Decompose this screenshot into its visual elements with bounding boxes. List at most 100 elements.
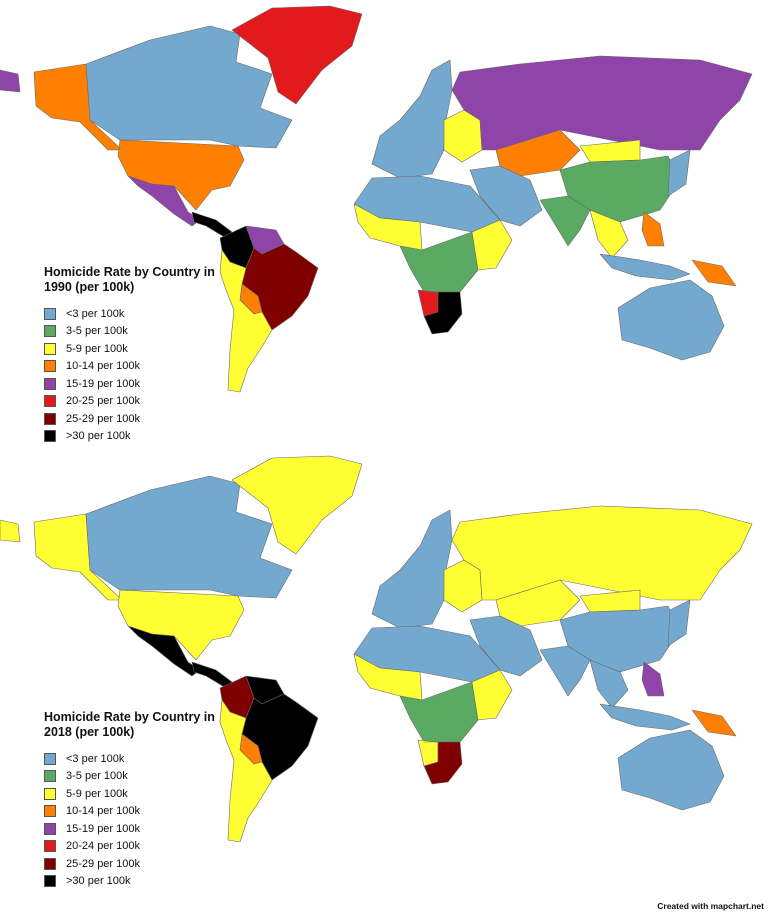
world-map-1990 — [0, 5, 753, 393]
region-australia — [617, 279, 725, 361]
region-southeast-asia — [589, 659, 629, 709]
legend-label: 15-19 per 100k — [66, 822, 140, 835]
legend-title-1990: Homicide Rate by Country in 1990 (per 10… — [44, 265, 215, 294]
region-middle-east — [469, 165, 543, 227]
legend-label: 25-29 per 100k — [66, 857, 140, 870]
legend-label: 3-5 per 100k — [66, 770, 128, 783]
region-southern-africa — [423, 741, 463, 785]
region-southern-africa — [423, 291, 463, 335]
swatch-15-19 — [44, 822, 56, 835]
region-usa — [117, 139, 245, 211]
swatch-3-5 — [44, 325, 56, 338]
region-central-america — [191, 211, 233, 239]
legend-item: 25-29 per 100k — [44, 855, 224, 873]
legend-item: 10-14 per 100k — [44, 803, 224, 821]
legend-label: <3 per 100k — [66, 307, 125, 320]
region-chukotka — [0, 519, 21, 543]
swatch-5-9 — [44, 787, 56, 800]
legend-item: 15-19 per 100k — [44, 375, 224, 393]
region-chukotka — [0, 69, 21, 93]
region-europe — [371, 509, 453, 629]
swatch-15-19 — [44, 377, 56, 390]
legend-item: 10-14 per 100k — [44, 358, 224, 376]
map-1990: Homicide Rate by Country in 1990 (per 10… — [0, 0, 780, 450]
swatch-25-29 — [44, 857, 56, 870]
region-southeast-asia — [589, 209, 629, 259]
region-namibia — [417, 289, 439, 317]
swatch-20-25 — [44, 840, 56, 853]
country-shapes-1990 — [0, 5, 753, 393]
legend-item: 3-5 per 100k — [44, 323, 224, 341]
region-greenland — [231, 5, 363, 105]
legend-label: 25-29 per 100k — [66, 412, 140, 425]
region-png — [691, 259, 737, 287]
legend-label: <3 per 100k — [66, 752, 125, 765]
region-japan — [667, 599, 691, 647]
legend-item: 25-29 per 100k — [44, 410, 224, 428]
legend-label: 10-14 per 100k — [66, 360, 140, 373]
legend-item: 20-24 per 100k — [44, 838, 224, 856]
region-south-america-rest — [219, 249, 273, 393]
region-east-africa — [471, 669, 513, 721]
region-png — [691, 709, 737, 737]
legend-item: 5-9 per 100k — [44, 340, 224, 358]
swatch-10-14 — [44, 360, 56, 373]
legend-item: 5-9 per 100k — [44, 785, 224, 803]
region-mongolia — [579, 589, 641, 613]
region-usa — [117, 589, 245, 661]
swatch-25-29 — [44, 412, 56, 425]
region-mexico — [127, 625, 201, 677]
region-indonesia — [599, 253, 691, 281]
legend-label: >30 per 100k — [66, 875, 131, 888]
region-greenland — [231, 455, 363, 555]
legend-item: >30 per 100k — [44, 873, 224, 891]
legend-label: 5-9 per 100k — [66, 787, 128, 800]
legend-label: 20-25 per 100k — [66, 395, 140, 408]
region-russia — [451, 55, 753, 151]
swatch-10-14 — [44, 805, 56, 818]
legend-label: 20-24 per 100k — [66, 840, 140, 853]
region-canada — [85, 475, 293, 599]
swatch-over-30 — [44, 875, 56, 888]
region-australia — [617, 729, 725, 811]
region-indonesia — [599, 703, 691, 731]
swatch-under-3 — [44, 752, 56, 765]
region-mexico — [127, 175, 201, 227]
legend-label: 15-19 per 100k — [66, 377, 140, 390]
legend-label: 10-14 per 100k — [66, 805, 140, 818]
legend-item: <3 per 100k — [44, 750, 224, 768]
legend-1990: Homicide Rate by Country in 1990 (per 10… — [44, 265, 224, 445]
legend-item: <3 per 100k — [44, 305, 224, 323]
region-south-america-rest — [219, 699, 273, 843]
region-india — [539, 195, 591, 247]
region-philippines — [641, 661, 665, 697]
region-philippines — [641, 211, 665, 247]
legend-item: 15-19 per 100k — [44, 820, 224, 838]
legend-label: >30 per 100k — [66, 430, 131, 443]
legend-label: 5-9 per 100k — [66, 342, 128, 355]
region-central-africa — [399, 231, 479, 293]
map-2018: Homicide Rate by Country in 2018 (per 10… — [0, 450, 780, 900]
legend-label: 3-5 per 100k — [66, 325, 128, 338]
swatch-over-30 — [44, 430, 56, 443]
legend-item: 3-5 per 100k — [44, 768, 224, 786]
region-japan — [667, 149, 691, 197]
region-namibia — [417, 739, 439, 767]
legend-2018: Homicide Rate by Country in 2018 (per 10… — [44, 710, 224, 890]
region-central-africa — [399, 681, 479, 743]
region-canada — [85, 25, 293, 149]
swatch-under-3 — [44, 307, 56, 320]
legend-item: >30 per 100k — [44, 428, 224, 446]
swatch-5-9 — [44, 342, 56, 355]
swatch-3-5 — [44, 770, 56, 783]
region-central-america — [191, 661, 233, 689]
legend-title-2018: Homicide Rate by Country in 2018 (per 10… — [44, 710, 215, 739]
swatch-20-25 — [44, 395, 56, 408]
region-east-africa — [471, 219, 513, 271]
region-russia — [451, 505, 753, 601]
region-india — [539, 645, 591, 697]
mapchart-credit: Created with mapchart.net — [657, 901, 764, 911]
region-middle-east — [469, 615, 543, 677]
legend-item: 20-25 per 100k — [44, 393, 224, 411]
country-shapes-2018 — [0, 455, 753, 843]
